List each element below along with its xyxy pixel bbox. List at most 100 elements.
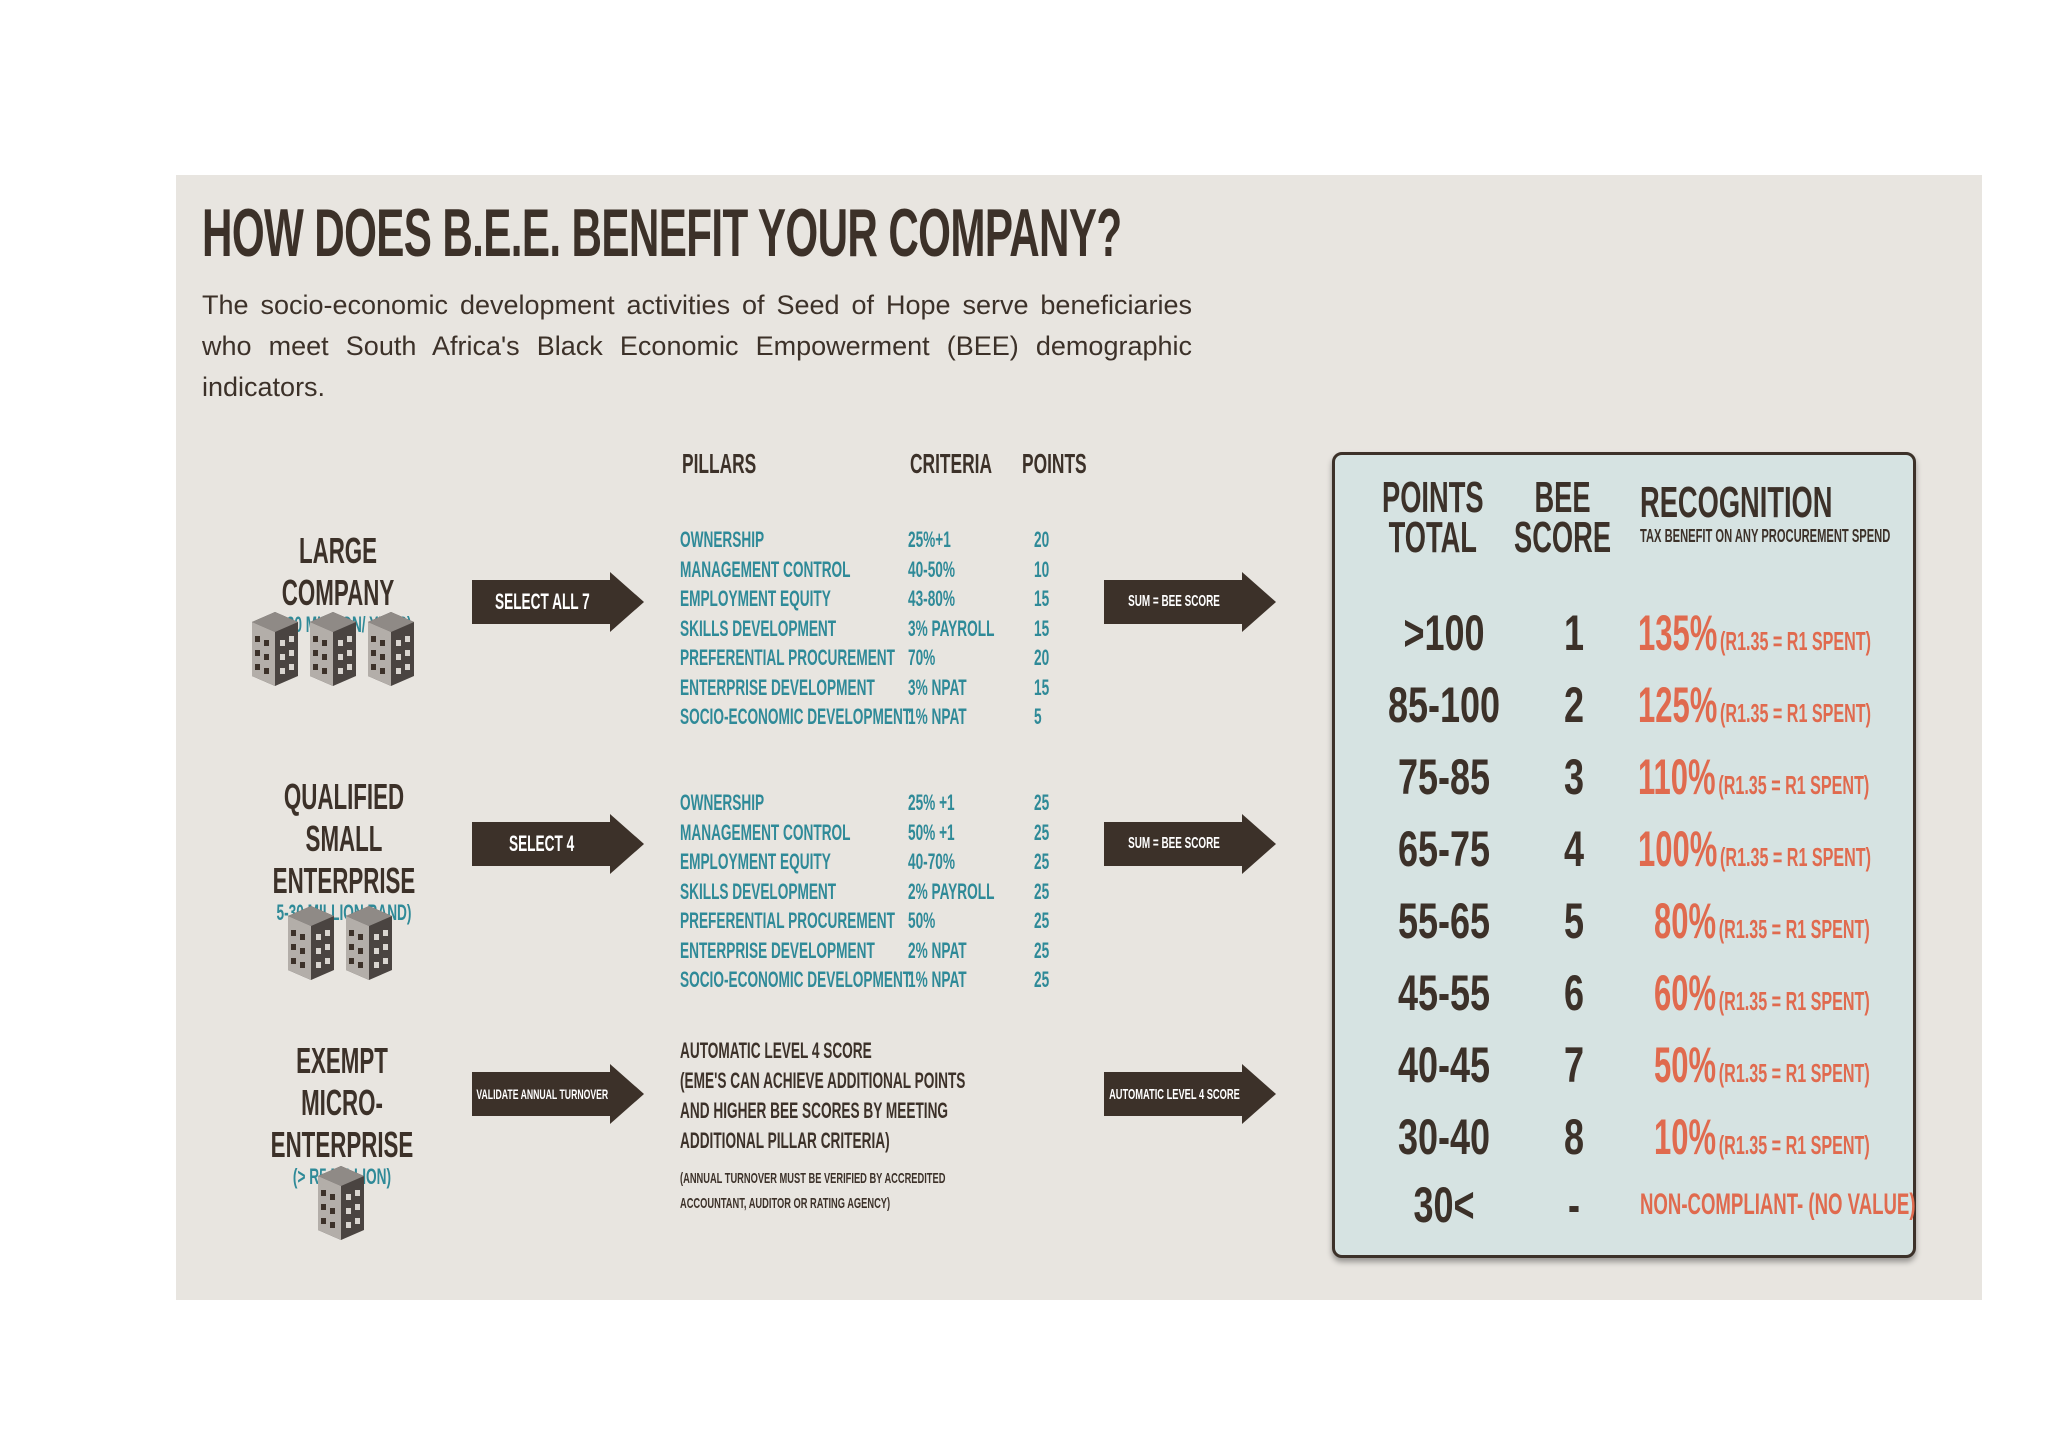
pillar-name: OWNERSHIP <box>680 790 765 815</box>
row-note: (R1.35 = R1 SPENT) <box>1718 986 1870 1016</box>
pillar-row: OWNERSHIP 25%+1 20 <box>680 525 1058 555</box>
header-score-line1: BEE <box>1534 473 1591 522</box>
building-icons-large <box>250 608 416 688</box>
pillar-points: 25 <box>1034 819 1050 845</box>
arrow-label: SELECT ALL 7 <box>494 589 590 614</box>
pillars-list-large: OWNERSHIP 25%+1 20 MANAGEMENT CONTROL 40-50… <box>680 525 1058 732</box>
row-score: 2 <box>1563 677 1585 733</box>
arrow-automatic-level-4: AUTOMATIC LEVEL 4 SCORE <box>1104 1064 1276 1124</box>
building-icon <box>318 1166 364 1240</box>
row-score: 7 <box>1563 1037 1585 1093</box>
row-recognition: 125% (R1.35 = R1 SPENT) <box>1638 676 1871 734</box>
table-row: 45-55 6 60% (R1.35 = R1 SPENT) <box>1334 964 1908 1034</box>
pillar-criteria: 70% <box>908 645 936 670</box>
pillar-criteria: 3% PAYROLL <box>908 615 995 641</box>
row-score: 3 <box>1563 749 1585 805</box>
header-recognition-subtitle: TAX BENEFIT ON ANY PROCUREMENT SPEND <box>1640 526 1891 546</box>
header-points-total: POINTS TOTAL <box>1382 473 1484 560</box>
row-recognition: 110% (R1.35 = R1 SPENT) <box>1638 748 1869 806</box>
building-icon <box>252 612 298 686</box>
pillar-criteria: 2% PAYROLL <box>908 878 995 904</box>
header-bee-score: BEE SCORE <box>1514 473 1612 562</box>
row-points: 30< <box>1413 1177 1475 1233</box>
pillar-criteria: 40-50% <box>908 556 956 582</box>
arrow-label: SUM = BEE SCORE <box>1128 593 1220 610</box>
building-icons-eme <box>316 1162 366 1242</box>
eme-text-line: AND HIGHER BEE SCORES BY MEETING <box>680 1098 949 1123</box>
arrow-sum-bee-score: SUM = BEE SCORE <box>1104 572 1276 632</box>
header-criteria: CRITERIA <box>910 448 992 479</box>
row-note: (R1.35 = R1 SPENT) <box>1720 842 1872 872</box>
header-recognition-title: RECOGNITION <box>1640 478 1833 527</box>
arrow-head-icon <box>610 1064 644 1124</box>
company-eme: EXEMPT MICRO-ENTERPRISE (> R5 MILLION) <box>222 1040 462 1190</box>
pillar-name: MANAGEMENT CONTROL <box>680 819 851 845</box>
pillar-name: SKILLS DEVELOPMENT <box>680 878 837 904</box>
pillar-points: 25 <box>1034 908 1050 933</box>
row-score: 6 <box>1563 965 1585 1021</box>
row-recognition: 50% (R1.35 = R1 SPENT) <box>1654 1036 1870 1094</box>
eme-text-line: AUTOMATIC LEVEL 4 SCORE <box>680 1038 872 1063</box>
row-recognition: 80% (R1.35 = R1 SPENT) <box>1654 892 1870 950</box>
pillar-row: SKILLS DEVELOPMENT 2% PAYROLL 25 <box>680 877 1058 907</box>
pillar-row: PREFERENTIAL PROCUREMENT 70% 20 <box>680 643 1058 673</box>
pillar-points: 25 <box>1034 967 1050 992</box>
row-recognition: 135% (R1.35 = R1 SPENT) <box>1638 604 1871 662</box>
row-note: (R1.35 = R1 SPENT) <box>1718 914 1870 944</box>
pillar-name: SOCIO-ECONOMIC DEVELOPMENT <box>680 704 912 729</box>
row-note: (R1.35 = R1 SPENT) <box>1720 698 1872 728</box>
building-icon <box>368 612 414 686</box>
row-points: 75-85 <box>1397 749 1491 805</box>
pillars-list-qse: OWNERSHIP 25% +1 25 MANAGEMENT CONTROL 50% … <box>680 788 1058 995</box>
pillar-row: ENTERPRISE DEVELOPMENT 3% NPAT 15 <box>680 673 1058 703</box>
row-points: 30-40 <box>1397 1109 1491 1165</box>
table-row: 65-75 4 100% (R1.35 = R1 SPENT) <box>1334 820 1908 890</box>
row-percent: 10% <box>1654 1109 1717 1165</box>
row-percent: 135% <box>1638 605 1718 661</box>
row-score: 5 <box>1563 893 1585 949</box>
row-recognition: 10% (R1.35 = R1 SPENT) <box>1654 1108 1870 1166</box>
row-note: (R1.35 = R1 SPENT) <box>1720 626 1872 656</box>
arrow-head-icon <box>1242 814 1276 874</box>
pillar-name: ENTERPRISE DEVELOPMENT <box>680 937 875 963</box>
pillar-criteria: 25%+1 <box>908 527 951 552</box>
pillar-points: 5 <box>1034 704 1042 729</box>
arrow-label: SELECT 4 <box>509 831 575 856</box>
pillar-points: 15 <box>1034 674 1050 700</box>
pillar-criteria: 50% +1 <box>908 819 955 845</box>
pillar-points: 25 <box>1034 790 1050 815</box>
table-row: 85-100 2 125% (R1.35 = R1 SPENT) <box>1334 676 1908 746</box>
intro-paragraph: The socio-economic development activitie… <box>202 290 1192 402</box>
arrow-head-icon <box>610 572 644 632</box>
eme-text-line: ADDITIONAL PILLAR CRITERIA) <box>680 1128 890 1153</box>
pillar-name: EMPLOYMENT EQUITY <box>680 849 831 874</box>
row-points: >100 <box>1403 605 1485 661</box>
page-title: HOW DOES B.E.E. BENEFIT YOUR COMPANY? <box>202 195 1122 271</box>
pillar-name: PREFERENTIAL PROCUREMENT <box>680 645 895 670</box>
row-percent: 125% <box>1638 677 1718 733</box>
pillar-points: 25 <box>1034 937 1050 963</box>
company-name-line1: EXEMPT <box>296 1040 388 1081</box>
arrow-label: SUM = BEE SCORE <box>1128 835 1220 852</box>
row-recognition: NON-COMPLIANT- (NO VALUE) <box>1640 1188 1916 1222</box>
pillar-criteria: 3% NPAT <box>908 674 967 700</box>
pillar-name: SOCIO-ECONOMIC DEVELOPMENT <box>680 967 912 992</box>
arrow-head-icon <box>1242 572 1276 632</box>
header-points-line1: POINTS <box>1382 473 1484 522</box>
header-score-line2: SCORE <box>1514 513 1612 562</box>
pillar-row: EMPLOYMENT EQUITY 43-80% 15 <box>680 584 1058 614</box>
row-recognition: 60% (R1.35 = R1 SPENT) <box>1654 964 1870 1022</box>
building-icons-qse <box>286 902 394 982</box>
eme-text-line: (EME'S CAN ACHIEVE ADDITIONAL POINTS <box>680 1068 966 1093</box>
row-percent: 110% <box>1638 749 1716 805</box>
row-percent: 60% <box>1654 965 1717 1021</box>
row-score: 1 <box>1563 605 1585 661</box>
pillar-criteria: 43-80% <box>908 586 956 611</box>
pillar-points: 25 <box>1034 849 1050 874</box>
pillar-name: MANAGEMENT CONTROL <box>680 556 851 582</box>
header-points: POINTS <box>1022 448 1087 479</box>
building-icon <box>346 906 392 980</box>
table-row: 30-40 8 10% (R1.35 = R1 SPENT) <box>1334 1108 1908 1178</box>
pillar-row: SOCIO-ECONOMIC DEVELOPMENT 1% NPAT 25 <box>680 965 1058 995</box>
pillar-points: 15 <box>1034 586 1050 611</box>
